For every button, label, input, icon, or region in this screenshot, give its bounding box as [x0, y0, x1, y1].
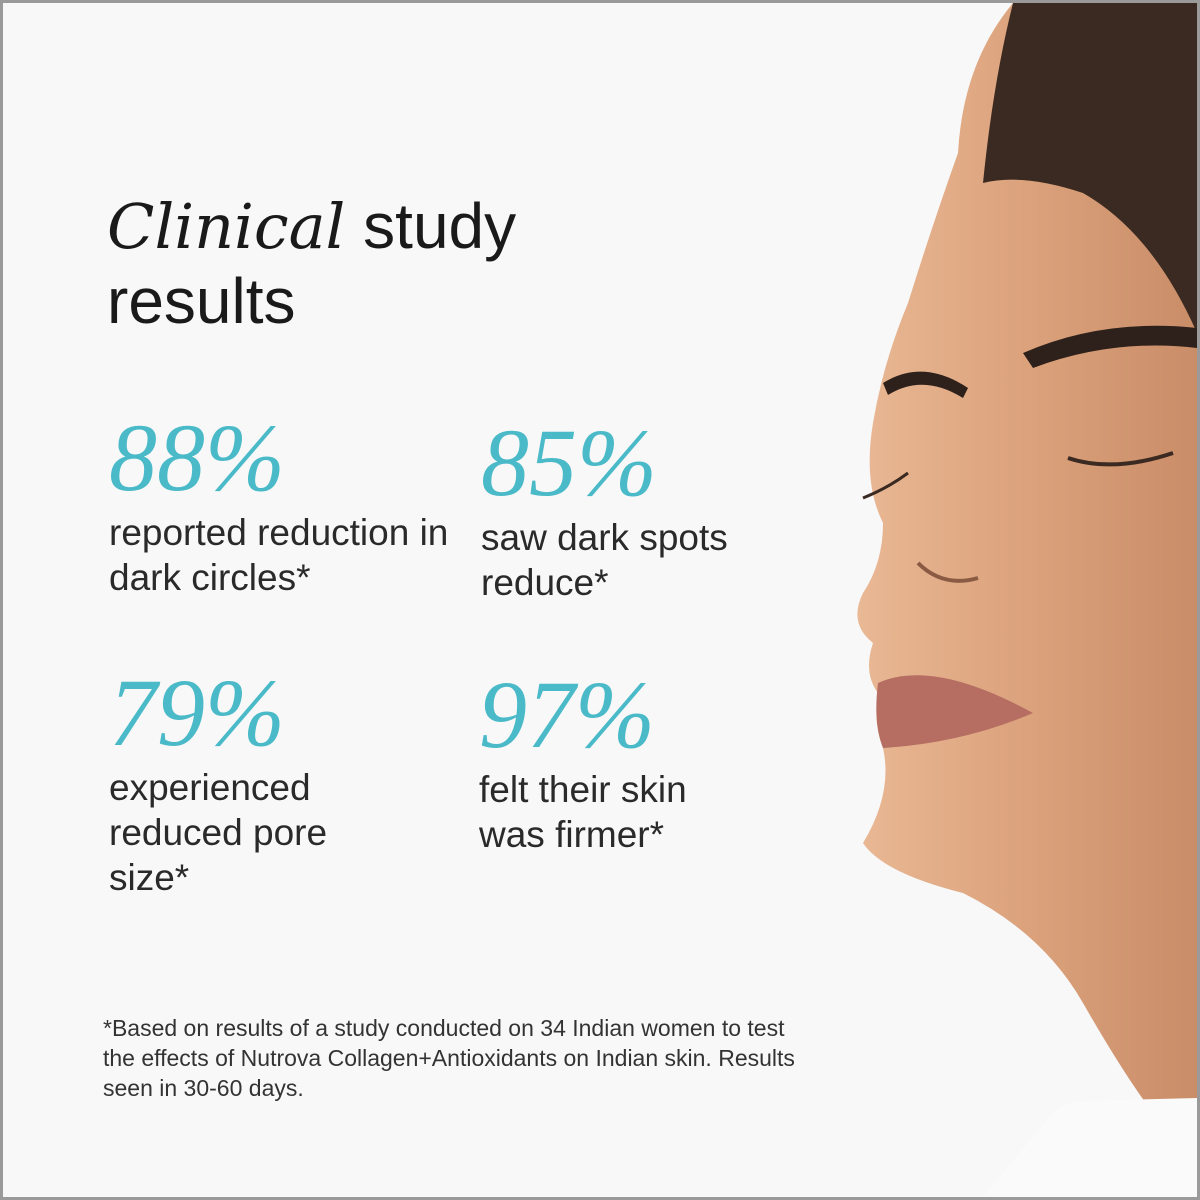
- face-skin: [857, 3, 1197, 1113]
- nostril: [916, 561, 979, 583]
- white-top: [983, 1098, 1197, 1197]
- closed-eye-left: [862, 471, 909, 500]
- stat-value: 85%: [481, 409, 657, 516]
- stat-value: 97%: [479, 661, 655, 768]
- stat-dark-circles: 88% reported reduction in dark circles*: [109, 408, 449, 600]
- stat-firmer-skin: 97% felt their skin was firmer*: [479, 665, 729, 857]
- stat-value: 88%: [109, 404, 285, 511]
- eyebrow-left: [883, 371, 968, 398]
- closed-eye: [1067, 451, 1174, 467]
- page-title: Clinical study results: [107, 189, 516, 338]
- eyebrow: [1023, 325, 1197, 368]
- stat-description: saw dark spots reduce*: [481, 517, 728, 603]
- stat-description: experienced reduced pore size*: [109, 767, 328, 898]
- woman-face-photo: [857, 3, 1197, 1197]
- title-line2: results: [107, 265, 296, 337]
- stat-pore-size: 79% experienced reduced pore size*: [109, 663, 359, 900]
- footnote: *Based on results of a study conducted o…: [103, 1015, 795, 1101]
- hair: [983, 3, 1197, 333]
- title-emphasis: Clinical: [107, 190, 346, 263]
- stat-description: reported reduction in dark circles*: [109, 512, 449, 598]
- lips: [876, 675, 1033, 748]
- stat-value: 79%: [109, 659, 285, 766]
- stat-description: felt their skin was firmer*: [479, 769, 687, 855]
- stat-dark-spots: 85% saw dark spots reduce*: [481, 413, 771, 605]
- title-rest: study: [363, 190, 517, 262]
